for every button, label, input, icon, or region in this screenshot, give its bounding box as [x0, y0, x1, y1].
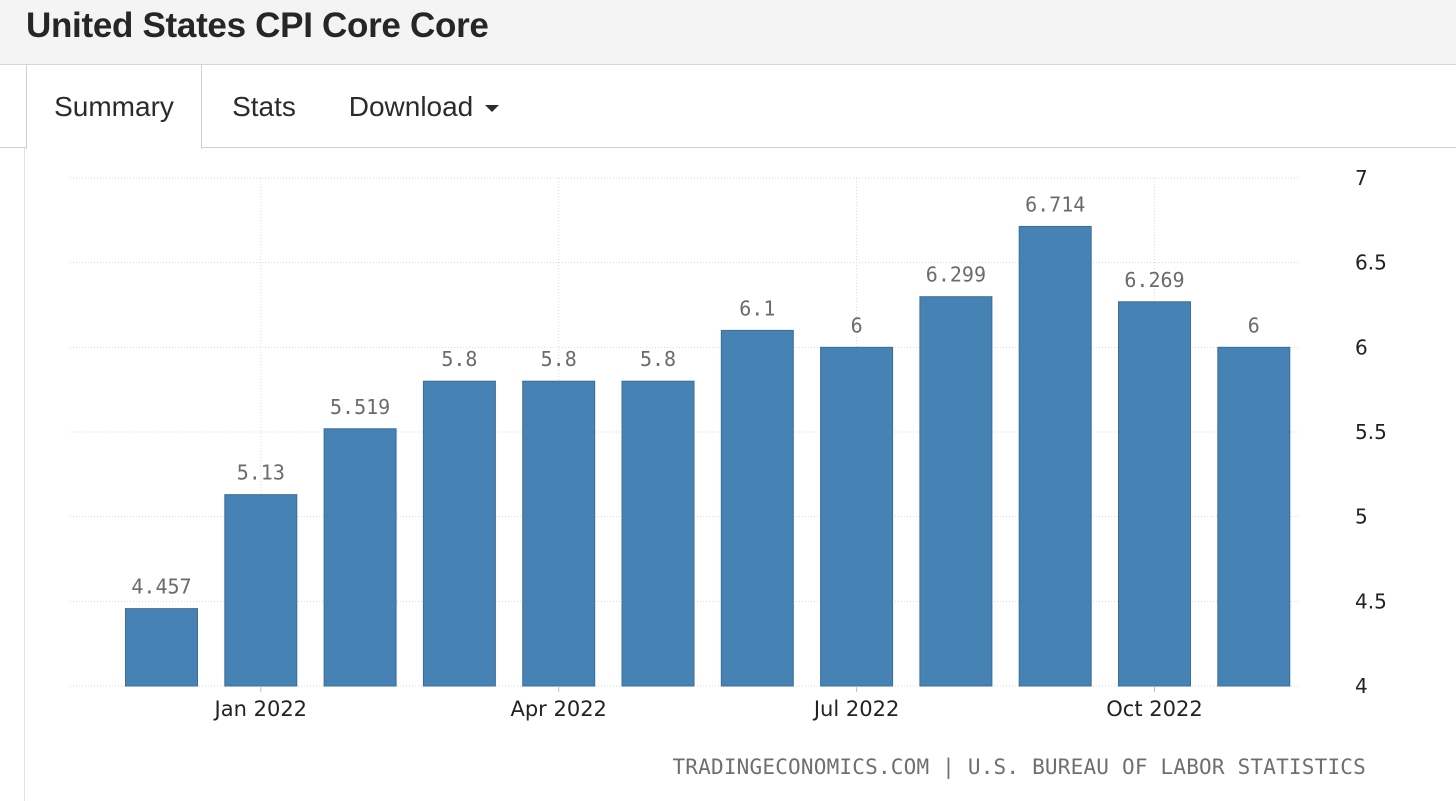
bar — [1118, 301, 1191, 687]
tab-download-label: Download — [348, 90, 474, 122]
bar — [522, 380, 596, 687]
y-tick-label: 4.5 — [1355, 589, 1387, 613]
x-tick-label: Jan 2022 — [213, 697, 308, 721]
bar-value-label: 6.269 — [1124, 268, 1184, 292]
bar-value-label: 6 — [1248, 313, 1260, 337]
bar-value-label: 5.13 — [237, 461, 285, 485]
tab-bar — [0, 65, 1456, 148]
tab-summary[interactable]: Summary — [26, 65, 202, 149]
bar-value-label: 6 — [851, 313, 863, 337]
y-tick-label: 5.5 — [1355, 420, 1387, 444]
tab-stats-label: Stats — [232, 90, 296, 122]
bar-value-label: 6.714 — [1025, 192, 1085, 216]
y-tick-label: 6 — [1355, 335, 1368, 359]
bar — [224, 494, 298, 687]
tab-bar-divider — [0, 147, 1456, 148]
y-tick-label: 7 — [1355, 166, 1368, 190]
bar-value-label: 5.8 — [640, 347, 676, 371]
tab-stats[interactable]: Stats — [214, 65, 314, 148]
bar-value-label: 5.519 — [330, 395, 390, 419]
y-tick-label: 6.5 — [1355, 251, 1387, 275]
tab-summary-label: Summary — [54, 91, 174, 122]
bar-value-label: 5.8 — [441, 347, 477, 371]
tab-download[interactable]: Download — [334, 65, 514, 148]
bar-value-label: 4.457 — [131, 575, 191, 599]
bar — [422, 380, 496, 687]
bar — [1018, 225, 1092, 687]
bar — [323, 428, 397, 687]
y-tick-label: 4 — [1355, 674, 1368, 698]
bar — [720, 329, 794, 687]
x-tick-label: Oct 2022 — [1106, 697, 1202, 721]
x-tick-label: Jul 2022 — [812, 697, 899, 721]
x-tick-label: Apr 2022 — [510, 697, 606, 721]
bar-value-label: 6.1 — [739, 296, 775, 320]
page-title: United States CPI Core Core — [26, 6, 489, 45]
bar — [621, 380, 695, 687]
bar-chart: 4 4.5 5 5.5 6 6.5 7 4.457 5.13 5.519 5.8 5.8 5.8 6.1 6… — [70, 166, 1387, 721]
chevron-down-icon — [485, 105, 500, 112]
bar — [125, 608, 198, 687]
bar — [919, 296, 993, 687]
bar-value-label: 6.299 — [926, 263, 986, 287]
y-tick-label: 5 — [1355, 505, 1368, 529]
page-header: United States CPI Core Core — [0, 0, 1456, 65]
bar — [1217, 346, 1291, 687]
panel-left-border — [24, 148, 25, 801]
bar — [820, 346, 894, 687]
source-attribution: TRADINGECONOMICS.COM | U.S. BUREAU OF LA… — [672, 755, 1366, 779]
bar-value-label: 5.8 — [541, 347, 577, 371]
